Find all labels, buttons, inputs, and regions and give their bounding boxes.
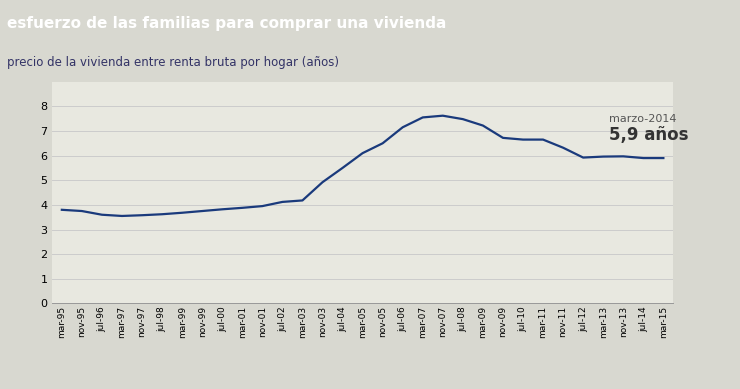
Text: precio de la vivienda entre renta bruta por hogar (años): precio de la vivienda entre renta bruta …	[7, 56, 340, 69]
Text: esfuerzo de las familias para comprar una vivienda: esfuerzo de las familias para comprar un…	[7, 16, 447, 31]
Text: marzo-2014: marzo-2014	[609, 114, 677, 124]
Text: 5,9 años: 5,9 años	[609, 126, 689, 144]
